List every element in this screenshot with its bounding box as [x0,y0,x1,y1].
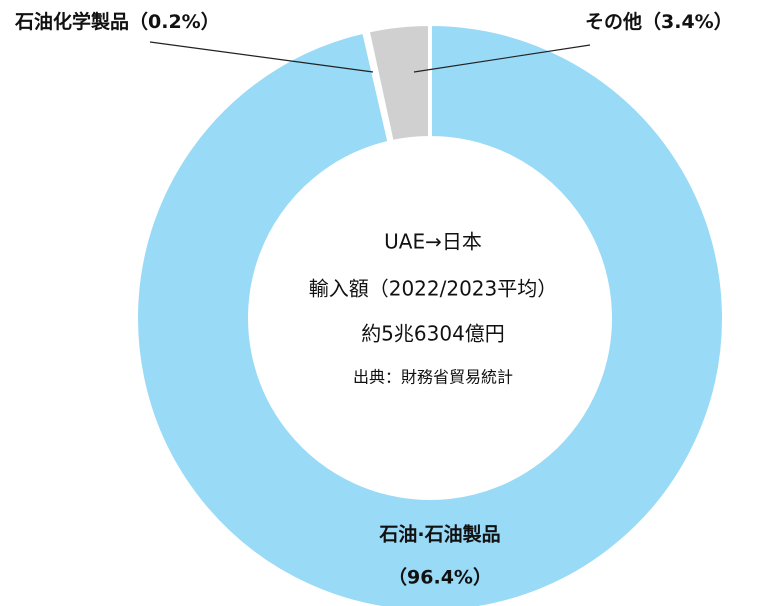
value-label: （0.2%） [129,10,220,33]
donut-slice [134,21,726,606]
annotation: UAE→日本 [384,230,482,254]
annotation: 出典：財務省貿易統計 [353,368,513,387]
value-label: （3.4%） [642,10,733,33]
slice-label: 石油·石油製品 [378,524,500,546]
slice-label: 石油化学製品（0.2%） [14,10,220,33]
annotation: 約5兆6304億円 [361,322,505,346]
leader-line [149,41,374,73]
slice-label: その他（3.4%） [585,10,733,33]
value-label: （96.4%） [388,566,492,589]
category-label: その他 [585,10,642,33]
category-label: 石油化学製品 [14,10,129,33]
annotation: 輸入額（2022/2023平均） [309,277,558,301]
donut-slice [365,21,432,145]
leader-line [413,44,591,73]
